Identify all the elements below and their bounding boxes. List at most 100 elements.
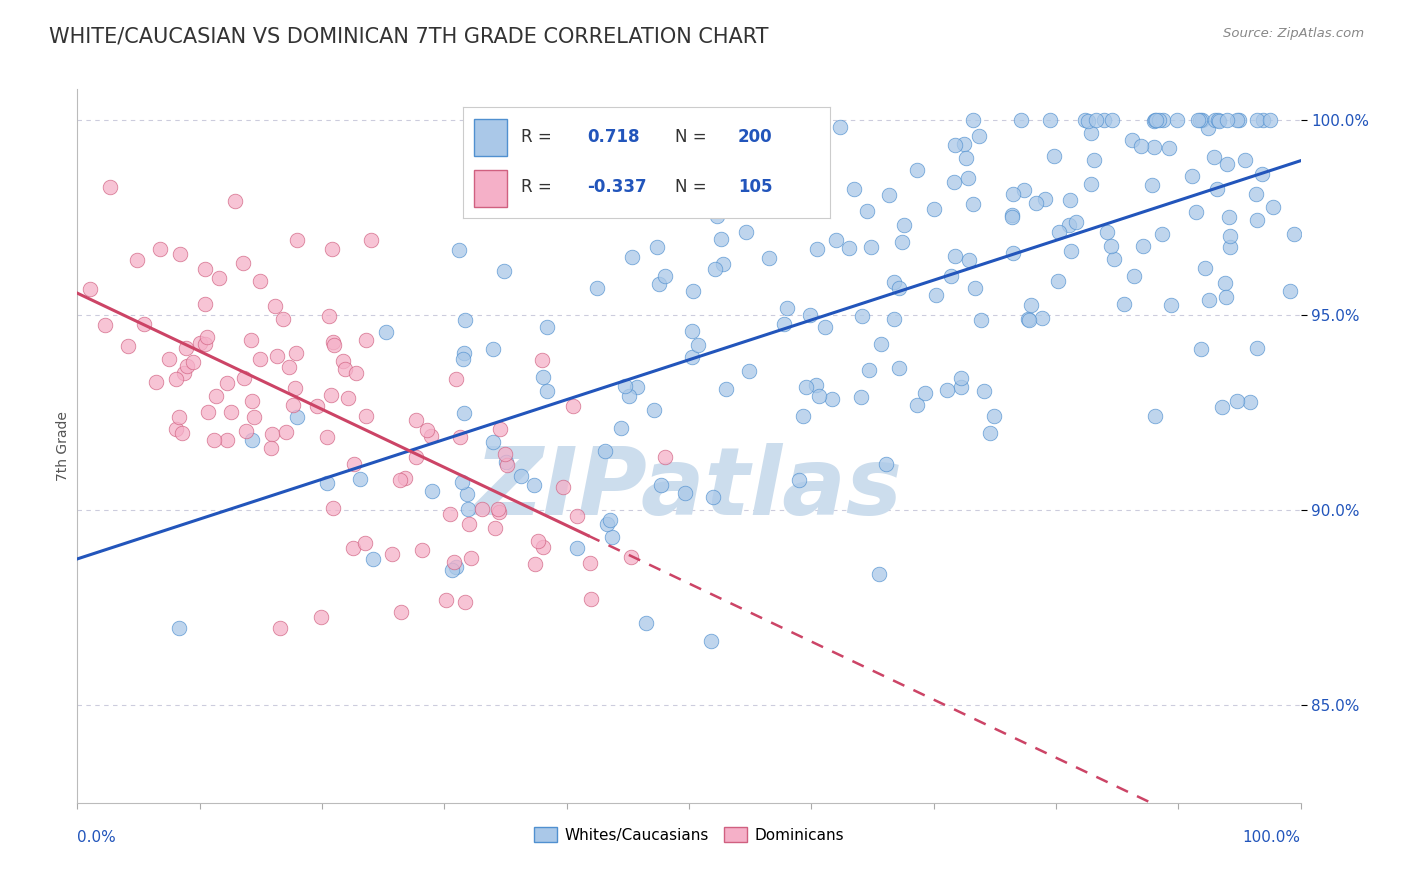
Point (1077, 113, 1099, 128)
Point (953, 136, 976, 151)
Point (264, 299, 287, 313)
Point (1144, 113, 1167, 128)
Point (586, 281, 609, 295)
Point (235, 425, 257, 439)
Point (942, 175, 965, 189)
Point (307, 399, 329, 413)
Point (825, 233, 848, 247)
Point (983, 409, 1005, 423)
Point (737, 128, 759, 143)
Point (388, 473, 411, 487)
Point (117, 339, 139, 353)
Point (626, 380, 648, 394)
Point (322, 338, 344, 352)
Point (600, 530, 623, 544)
Point (943, 137, 966, 152)
Point (1143, 114, 1166, 128)
Point (94, 318, 117, 332)
Point (643, 402, 665, 417)
Point (1258, 113, 1281, 128)
Point (596, 517, 619, 532)
Point (531, 370, 554, 384)
Point (1083, 153, 1105, 167)
Point (1202, 150, 1225, 164)
Text: WHITE/CAUCASIAN VS DOMINICAN 7TH GRADE CORRELATION CHART: WHITE/CAUCASIAN VS DOMINICAN 7TH GRADE C… (49, 27, 769, 46)
Point (1123, 268, 1146, 283)
Point (453, 595, 475, 609)
Y-axis label: 7th Grade: 7th Grade (56, 411, 70, 481)
Point (1160, 298, 1182, 312)
Point (510, 469, 533, 483)
Point (454, 312, 477, 326)
Point (281, 399, 304, 413)
Point (1101, 113, 1123, 128)
Point (1251, 113, 1274, 128)
Point (1130, 139, 1153, 153)
Point (1142, 178, 1164, 193)
Point (460, 551, 482, 566)
Point (482, 434, 505, 449)
Point (374, 325, 396, 339)
Point (1246, 187, 1268, 202)
Point (219, 405, 242, 419)
Point (486, 502, 509, 516)
Point (195, 330, 218, 344)
Point (673, 486, 696, 500)
Point (1166, 113, 1188, 128)
Point (332, 354, 354, 368)
Point (1047, 225, 1070, 239)
Point (714, 382, 737, 396)
Point (167, 410, 190, 425)
Point (1102, 252, 1125, 267)
Point (451, 351, 474, 366)
Point (489, 422, 512, 436)
Point (453, 346, 475, 360)
Point (939, 269, 962, 284)
Point (240, 433, 263, 447)
Point (579, 592, 602, 607)
Point (316, 475, 339, 490)
Point (821, 392, 844, 406)
Point (343, 457, 366, 471)
Point (260, 441, 283, 455)
Point (1074, 113, 1097, 128)
Point (681, 324, 703, 338)
Point (1185, 205, 1208, 219)
Point (356, 409, 378, 423)
Point (851, 309, 873, 323)
Point (561, 400, 583, 414)
Point (828, 120, 851, 134)
Point (492, 264, 515, 278)
Point (284, 381, 307, 395)
Point (1144, 113, 1167, 128)
Point (1226, 113, 1249, 128)
Point (436, 592, 458, 607)
Point (441, 563, 464, 577)
Point (610, 420, 633, 434)
Point (1019, 298, 1042, 312)
Point (321, 242, 343, 256)
Point (197, 405, 219, 419)
Point (134, 317, 156, 331)
Point (792, 409, 814, 423)
Point (1159, 141, 1181, 155)
Point (682, 285, 704, 299)
Point (1059, 194, 1081, 208)
Point (536, 384, 558, 399)
Point (1279, 284, 1302, 298)
Point (496, 458, 519, 472)
Point (389, 605, 412, 619)
Point (1239, 395, 1261, 409)
Point (165, 422, 187, 436)
Point (1188, 113, 1211, 128)
Point (905, 163, 928, 178)
Point (411, 543, 433, 558)
Point (278, 359, 301, 374)
Point (1132, 239, 1154, 253)
Point (713, 257, 735, 271)
Point (481, 342, 503, 356)
Point (318, 309, 340, 323)
Point (877, 188, 900, 202)
Point (806, 243, 828, 257)
Point (1181, 169, 1204, 184)
